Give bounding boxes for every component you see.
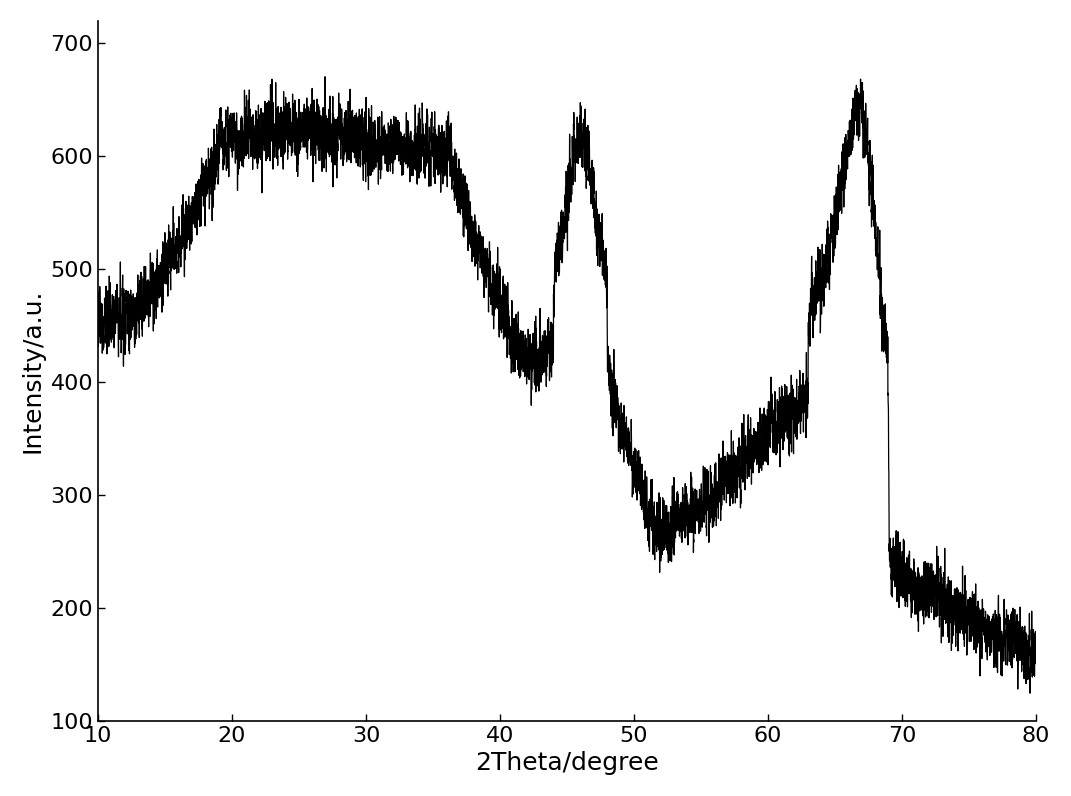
- X-axis label: 2Theta/degree: 2Theta/degree: [476, 751, 659, 775]
- Y-axis label: Intensity/a.u.: Intensity/a.u.: [20, 288, 45, 453]
